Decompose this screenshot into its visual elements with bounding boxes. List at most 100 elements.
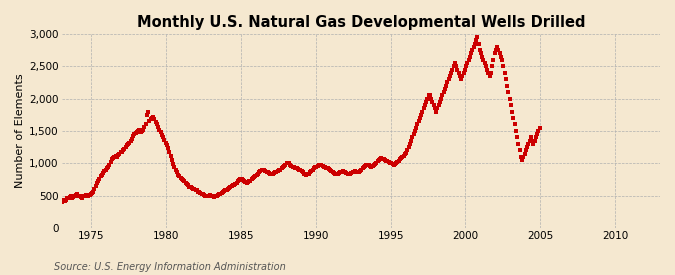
Point (492, 45, 503, 49)
Point (435, 97, 446, 101)
Point (178, 178, 188, 182)
Point (266, 172, 277, 177)
Point (90, 184, 101, 188)
Point (362, 163, 373, 167)
Point (180, 180, 191, 185)
Title: Monthly U.S. Natural Gas Developmental Wells Drilled: Monthly U.S. Natural Gas Developmental W… (136, 15, 585, 30)
Point (514, 148, 525, 153)
Point (286, 164, 297, 168)
Point (529, 138, 540, 143)
Point (123, 142, 134, 146)
Point (476, 51, 487, 56)
Point (269, 171, 279, 175)
Point (167, 158, 178, 162)
Point (340, 170, 350, 175)
Point (129, 132, 140, 136)
Point (240, 180, 250, 184)
Point (288, 164, 298, 169)
Point (404, 142, 415, 146)
Point (466, 51, 477, 56)
Point (120, 145, 131, 149)
Point (451, 64, 462, 68)
Point (223, 187, 234, 191)
Point (63, 195, 74, 200)
Point (483, 71, 494, 75)
Point (221, 188, 232, 192)
Point (370, 162, 381, 166)
Point (142, 109, 153, 114)
Point (336, 169, 347, 174)
Point (136, 129, 147, 133)
Point (519, 152, 530, 156)
Point (523, 142, 534, 146)
Point (130, 131, 141, 135)
Point (456, 77, 466, 81)
Point (520, 148, 531, 153)
Point (282, 160, 293, 165)
Point (155, 130, 166, 134)
Point (209, 195, 219, 199)
Point (229, 182, 240, 187)
Point (164, 149, 175, 154)
Point (276, 166, 287, 171)
Point (467, 48, 478, 52)
Point (289, 165, 300, 169)
Point (300, 172, 310, 177)
Point (234, 178, 244, 182)
Point (140, 122, 151, 127)
Point (83, 193, 94, 198)
Point (479, 61, 490, 65)
Point (485, 71, 496, 75)
Point (301, 173, 312, 177)
Point (478, 58, 489, 62)
Point (329, 171, 340, 175)
Point (149, 117, 160, 122)
Point (97, 173, 107, 177)
Point (454, 74, 465, 78)
Point (99, 169, 110, 173)
Point (186, 186, 197, 190)
Point (232, 180, 242, 185)
Point (254, 170, 265, 175)
Point (512, 135, 522, 140)
Point (205, 193, 216, 197)
Point (516, 155, 526, 159)
Point (317, 164, 328, 168)
Point (443, 77, 454, 81)
Point (265, 171, 275, 176)
Point (316, 163, 327, 167)
Point (425, 93, 435, 98)
Point (192, 188, 202, 193)
Point (267, 171, 278, 176)
Point (338, 169, 348, 173)
Point (372, 159, 383, 164)
Point (524, 138, 535, 143)
Point (495, 54, 506, 59)
Point (313, 163, 324, 167)
Point (477, 54, 488, 59)
Point (363, 163, 374, 167)
Point (107, 157, 117, 162)
Point (292, 167, 303, 171)
Point (61, 196, 72, 200)
Point (367, 164, 378, 168)
Point (195, 191, 206, 195)
Point (275, 167, 286, 172)
Point (139, 125, 150, 129)
Point (122, 143, 132, 147)
Point (111, 155, 122, 159)
Point (169, 165, 180, 169)
Point (313, 164, 323, 168)
Text: Source: U.S. Energy Information Administration: Source: U.S. Energy Information Administ… (54, 262, 286, 272)
Point (375, 156, 385, 161)
Point (92, 180, 103, 185)
Point (85, 192, 96, 197)
Point (488, 58, 499, 62)
Point (439, 87, 450, 91)
Point (284, 161, 294, 166)
Point (65, 194, 76, 199)
Point (208, 194, 219, 199)
Point (84, 193, 95, 197)
Point (294, 167, 304, 172)
Point (378, 157, 389, 162)
